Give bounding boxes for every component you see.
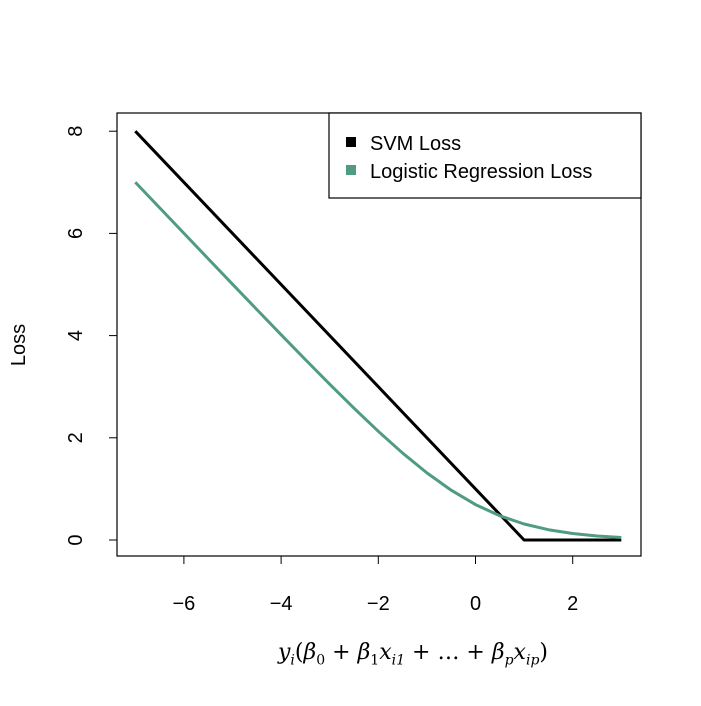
x-tick-label: −4 — [270, 593, 293, 615]
x-tick-label: −6 — [172, 593, 195, 615]
x-tick-label: −2 — [367, 593, 390, 615]
series-line-logistic — [134, 181, 622, 540]
y-tick-label: 4 — [65, 330, 87, 341]
legend-swatch-logistic — [346, 165, 356, 175]
legend-swatch-svm — [346, 137, 356, 147]
y-tick-label: 0 — [65, 534, 87, 545]
x-tick-label: 0 — [470, 593, 481, 615]
y-tick-label: 2 — [65, 432, 87, 443]
x-tick-label: 2 — [567, 593, 578, 615]
legend-box — [328, 112, 642, 199]
legend-label-svm: SVM Loss — [370, 133, 461, 155]
series-line-svm — [134, 130, 622, 542]
legend: SVM Loss Logistic Regression Loss — [328, 112, 642, 199]
legend-label-logistic: Logistic Regression Loss — [370, 161, 592, 183]
x-axis-label: yi(β0 + β1xi1 + … + βpxip) — [277, 640, 549, 669]
y-tick-label: 8 — [65, 126, 87, 137]
y-axis-label: Loss — [8, 324, 30, 366]
y-tick-label: 6 — [65, 228, 87, 239]
